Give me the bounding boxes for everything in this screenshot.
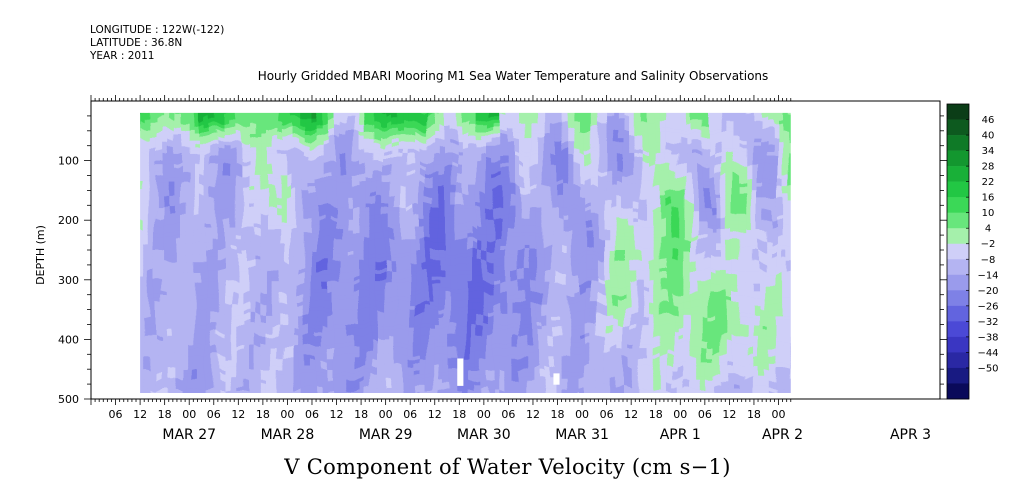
x-date-label: MAR 30 [457,427,511,443]
colorbar-swatch [947,383,969,400]
colorbar-label: −38 [977,332,998,343]
x-hour-tick-label: 18 [158,408,172,421]
heatmap-field [140,112,791,394]
missing-block-1 [553,373,560,385]
x-hour-tick-label: 12 [428,408,442,421]
y-tick-label: 500 [58,393,79,406]
colorbar-swatch [947,135,969,151]
colorbar-label: 34 [982,146,995,157]
missing-block-0 [457,358,464,386]
colorbar-swatch [947,336,969,353]
colorbar-swatch [947,150,969,167]
colorbar-label: 22 [982,177,995,188]
x-hour-tick-label: 00 [673,408,687,421]
longitude-label: LONGITUDE : 122W(-122) [90,24,225,36]
x-date-label: APR 3 [890,427,931,443]
x-hour-tick-label: 12 [231,408,245,421]
y-tick-label: 200 [58,214,79,227]
axes: 06 12 18 00 06 12 18 00 06 12 18 00 06 12 18 00 06 12 18 00… [58,95,947,443]
x-hour-tick-label: 06 [600,408,614,421]
y-tick-label: 400 [58,333,79,346]
colorbar-label: −20 [977,286,998,297]
x-hour-tick-label: 00 [379,408,393,421]
colorbar-swatch [947,228,969,245]
colorbar-label: 46 [982,115,995,126]
x-hour-tick-label: 18 [747,408,761,421]
x-hour-tick-label: 12 [624,408,638,421]
x-hour-tick-label: 06 [698,408,712,421]
colorbar-label: 40 [982,131,995,142]
colorbar-label: −26 [977,301,998,312]
colorbar: 46 40 34 28 22 16 10 4 −2 −8 −14 −20 −26 −32 −38 −44 −50 [946,103,999,400]
x-date-label: APR 1 [660,427,701,443]
latitude-label: LATITUDE : 36.8N [90,37,183,49]
colorbar-swatch [947,259,969,276]
colorbar-swatch [947,181,969,198]
y-tick-label: 100 [58,155,79,168]
year-label: YEAR : 2011 [90,50,155,62]
colorbar-label: −2 [981,239,996,250]
colorbar-swatch [947,352,969,369]
x-hour-tick-label: 18 [354,408,368,421]
x-hour-tick-label: 06 [207,408,221,421]
colorbar-swatch [947,119,969,136]
colorbar-label: 16 [982,193,995,204]
missing-data-blocks [457,358,560,386]
colorbar-swatch [947,274,969,291]
colorbar-swatch [947,212,969,229]
colorbar-swatch [947,104,969,120]
x-hour-tick-label: 06 [403,408,417,421]
x-date-label: MAR 31 [555,427,609,443]
chart-title: Hourly Gridded MBARI Mooring M1 Sea Wate… [257,69,769,83]
colorbar-label: 28 [982,162,995,173]
x-hour-tick-label: 06 [501,408,515,421]
x-axis-title: V Component of Water Velocity (cm s−1) [284,455,731,479]
x-hour-tick-label: 00 [182,408,196,421]
x-hour-tick-label: 00 [575,408,589,421]
x-hour-tick-label: 00 [477,408,491,421]
x-hour-tick-label: 18 [649,408,663,421]
y-tick-label: 300 [58,274,79,287]
colorbar-label: 4 [985,224,991,235]
colorbar-label: −8 [981,255,996,266]
x-hour-tick-label: 00 [772,408,786,421]
colorbar-swatch [947,367,969,384]
colorbar-swatch [947,166,969,182]
x-hour-tick-label: 00 [280,408,294,421]
colorbar-swatch [947,243,969,260]
x-hour-tick-label: 18 [551,408,565,421]
colorbar-label: −50 [977,363,998,374]
x-hour-tick-label: 06 [109,408,123,421]
x-hour-tick-label: 12 [330,408,344,421]
colorbar-label: −44 [977,348,998,359]
x-date-label: MAR 28 [261,427,315,443]
x-hour-tick-label: 12 [526,408,540,421]
colorbar-label: −32 [977,317,998,328]
colorbar-label: −14 [977,270,998,281]
colorbar-swatch [947,305,969,322]
colorbar-swatch [947,321,969,338]
y-axis-title: DEPTH (m) [34,225,47,285]
x-date-label: MAR 27 [162,427,216,443]
colorbar-swatch [947,197,969,213]
x-hour-tick-label: 12 [722,408,736,421]
x-hour-tick-label: 18 [452,408,466,421]
colorbar-label: 10 [982,208,995,219]
x-hour-tick-label: 18 [256,408,270,421]
x-date-label: APR 2 [762,427,803,443]
x-date-label: MAR 29 [359,427,413,443]
x-hour-tick-label: 12 [133,408,147,421]
x-hour-tick-label: 06 [305,408,319,421]
colorbar-swatch [947,290,969,307]
